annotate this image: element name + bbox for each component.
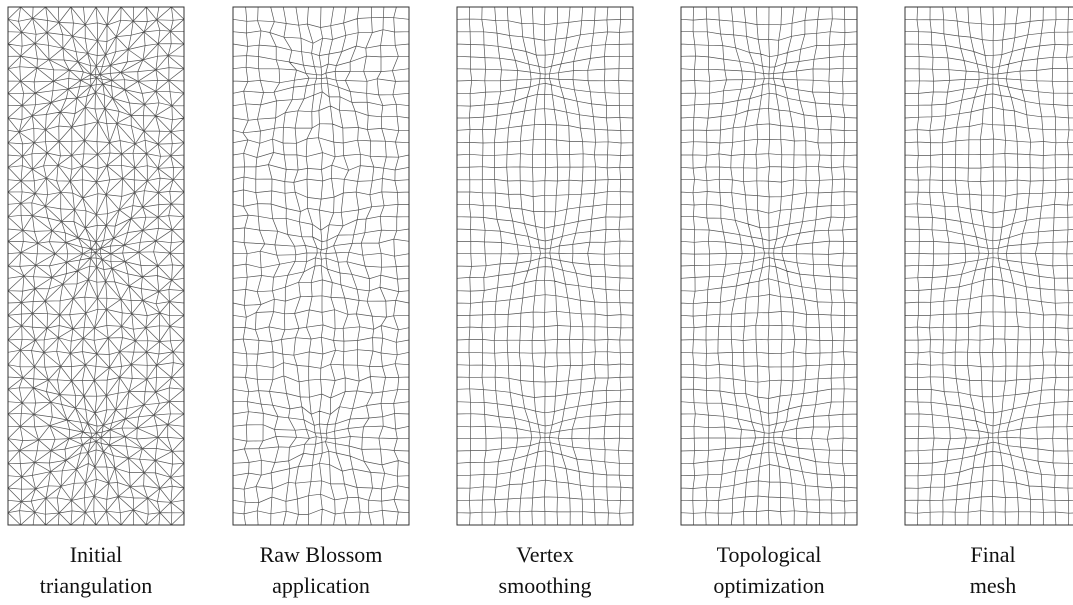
panel-caption: Initial <box>70 542 123 567</box>
mesh <box>8 7 184 525</box>
panel-caption: smoothing <box>499 573 592 598</box>
panel-caption: Topological <box>717 542 822 567</box>
page: Initial triangulation Raw Blossom applicati… <box>0 0 1073 605</box>
panel-caption: mesh <box>970 573 1016 598</box>
figure: Initial triangulation Raw Blossom applicati… <box>0 0 1073 605</box>
panel-caption: Final <box>970 542 1015 567</box>
mesh <box>233 7 409 525</box>
panel-caption: optimization <box>713 573 824 598</box>
panel-caption: triangulation <box>40 573 152 598</box>
mesh <box>905 7 1073 525</box>
mesh <box>457 7 633 525</box>
mesh <box>681 7 857 525</box>
panel-caption: Vertex <box>516 542 573 567</box>
panel-caption: Raw Blossom <box>260 542 383 567</box>
panel-caption: application <box>272 573 370 598</box>
